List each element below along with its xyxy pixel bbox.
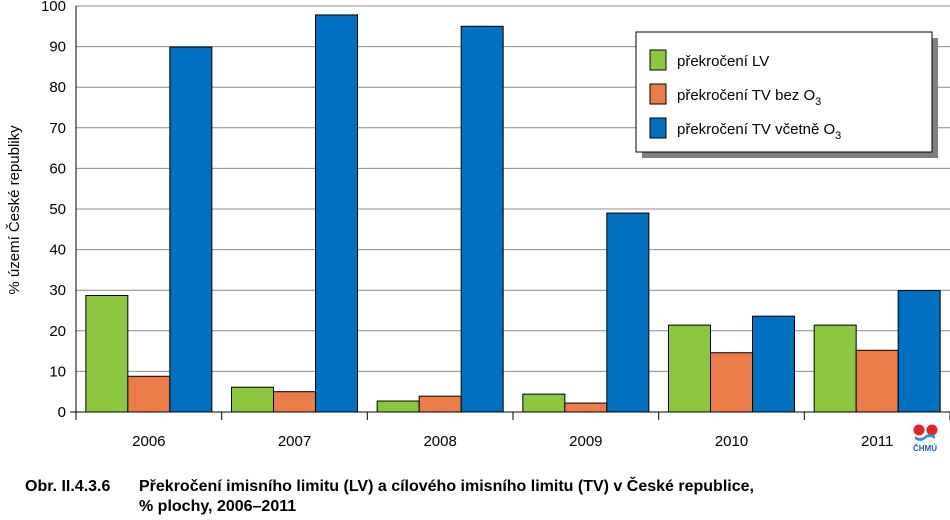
bar-2009-series-1 — [522, 393, 566, 413]
bar-2006-series-1 — [85, 294, 129, 413]
x-tick-label: 2010 — [715, 433, 748, 450]
logo-circle-right — [926, 424, 938, 436]
y-tick-label: 70 — [49, 120, 66, 137]
axes — [70, 6, 950, 420]
legend-label-2: překročení TV bez O3 — [677, 87, 821, 108]
x-tick-label: 2011 — [861, 433, 893, 450]
y-tick-labels: 0 10 20 30 40 50 60 70 80 90 100 — [41, 0, 66, 421]
bar-2006-series-2 — [127, 375, 171, 413]
bar-2006-series-3 — [169, 46, 213, 413]
bar-2011-series-1 — [813, 324, 857, 413]
bar-2008-series-2 — [418, 395, 462, 413]
caption-number: Obr. II.4.3.6 — [25, 478, 111, 495]
y-tick-label: 100 — [41, 0, 66, 15]
logo-wave — [915, 434, 935, 441]
y-tick-label: 10 — [49, 363, 66, 380]
bar-2007-series-1 — [231, 386, 274, 413]
bar-2010-series-3 — [752, 315, 795, 413]
bar-2010-series-1 — [668, 324, 711, 413]
y-tick-label: 90 — [49, 39, 66, 56]
x-tick-labels: 2006 2007 2008 2009 2010 2011 — [132, 433, 893, 450]
caption-line-1: Obr. II.4.3.6 Překročení imisního limitu … — [25, 477, 945, 497]
legend: překročení LV překročení TV bez O3 překroč… — [635, 31, 938, 158]
bar-2007-series-3 — [315, 14, 358, 413]
y-tick-label: 80 — [49, 79, 66, 96]
y-tick-label: 50 — [49, 201, 66, 218]
logo-circle-left — [913, 424, 925, 436]
legend-label-3: překročení TV včetně O3 — [677, 121, 841, 142]
bar-2010-series-2 — [710, 352, 753, 413]
y-tick-label: 40 — [49, 242, 66, 259]
logo-text: ČHMÚ — [913, 444, 937, 453]
bar-2011-series-2 — [855, 349, 899, 413]
y-tick-label: 20 — [49, 323, 66, 340]
x-tick-label: 2006 — [132, 433, 165, 450]
bar-2009-series-3 — [606, 212, 650, 413]
legend-swatch-1 — [649, 49, 667, 71]
legend-swatch-3 — [649, 117, 667, 139]
bars — [85, 14, 941, 413]
legend-label-1: překročení LV — [677, 53, 769, 70]
chmu-logo: ČHMÚ — [913, 424, 938, 453]
legend-swatch-2 — [649, 83, 667, 105]
y-axis-label: % území České republiky — [6, 125, 23, 295]
bar-2011-series-3 — [897, 290, 941, 413]
y-tick-label: 60 — [49, 160, 66, 177]
caption-title-line-1: Překročení imisního limitu (LV) a cílové… — [139, 478, 754, 495]
bar-2008-series-3 — [460, 25, 504, 413]
caption-title-line-2: % plochy, 2006–2011 — [139, 498, 297, 515]
bar-2008-series-1 — [376, 400, 420, 413]
y-tick-label: 30 — [49, 282, 66, 299]
figure-caption: Obr. II.4.3.6 Překročení imisního limitu … — [25, 477, 945, 517]
bar-2007-series-2 — [273, 391, 316, 413]
x-tick-label: 2009 — [569, 433, 602, 450]
y-tick-label: 0 — [58, 404, 66, 421]
x-tick-label: 2007 — [278, 433, 311, 450]
legend-box — [635, 31, 933, 153]
x-tick-label: 2008 — [423, 433, 456, 450]
bar-2009-series-2 — [564, 402, 608, 413]
